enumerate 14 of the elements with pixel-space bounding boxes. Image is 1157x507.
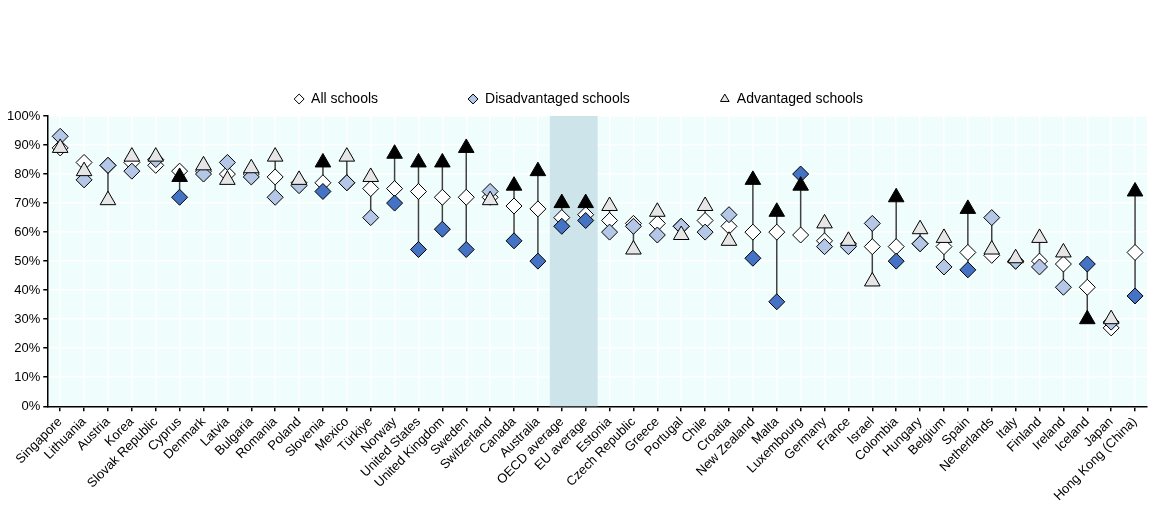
y-tick-label: 10% <box>14 368 41 384</box>
y-tick-label: 0% <box>21 397 41 413</box>
y-tick-label: 70% <box>14 194 41 210</box>
y-tick-label: 90% <box>14 136 41 152</box>
y-tick-label: 50% <box>14 252 41 268</box>
y-tick-label: 40% <box>14 281 41 297</box>
legend-label: Disadvantaged schools <box>485 89 630 106</box>
y-tick-label: 20% <box>14 339 41 355</box>
y-tick-label: 80% <box>14 165 41 181</box>
y-tick-label: 100% <box>7 107 41 123</box>
legend-label: Advantaged schools <box>736 89 863 106</box>
y-tick-label: 60% <box>14 223 41 239</box>
y-tick-label: 30% <box>14 310 41 326</box>
legend-label: All schools <box>311 89 379 106</box>
